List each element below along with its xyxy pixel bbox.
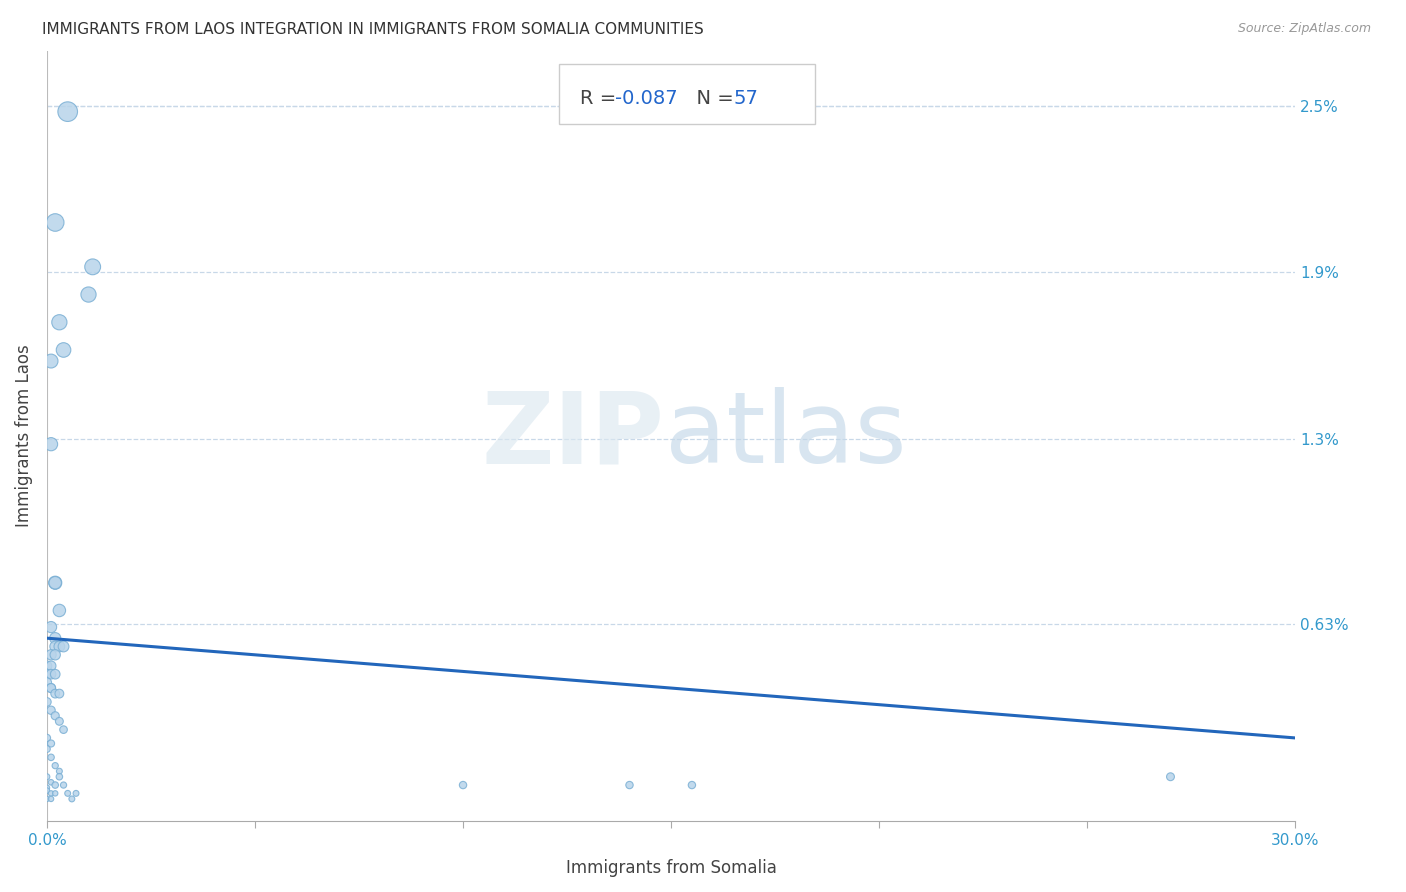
X-axis label: Immigrants from Somalia: Immigrants from Somalia — [565, 859, 776, 877]
Point — [35, 780, 58, 795]
Point — [39, 737, 62, 751]
Point — [35, 770, 58, 784]
Point — [48, 770, 70, 784]
Point — [82, 260, 104, 274]
Point — [39, 648, 62, 662]
Point — [44, 575, 66, 590]
Point — [39, 703, 62, 717]
Point — [35, 731, 58, 745]
Point — [77, 287, 100, 301]
Point — [39, 681, 62, 695]
Point — [44, 758, 66, 772]
Point — [48, 687, 70, 701]
Point — [44, 778, 66, 792]
Point — [1159, 770, 1181, 784]
Point — [52, 343, 75, 357]
Point — [44, 640, 66, 654]
Point — [52, 640, 75, 654]
Point — [48, 315, 70, 329]
Point — [44, 215, 66, 229]
Point — [44, 786, 66, 800]
Point — [39, 775, 62, 789]
Point — [35, 659, 58, 673]
FancyBboxPatch shape — [558, 63, 814, 124]
Point — [48, 764, 70, 779]
Text: R =: R = — [579, 89, 623, 108]
Point — [39, 620, 62, 634]
Y-axis label: Immigrants from Laos: Immigrants from Laos — [15, 344, 32, 527]
Point — [48, 640, 70, 654]
Point — [35, 675, 58, 690]
Point — [48, 603, 70, 617]
Point — [39, 681, 62, 695]
Point — [56, 786, 79, 800]
Point — [56, 104, 79, 119]
Point — [52, 723, 75, 737]
Point — [44, 708, 66, 723]
Text: N =: N = — [683, 89, 740, 108]
Point — [35, 742, 58, 756]
Text: ZIP: ZIP — [482, 387, 665, 484]
Point — [39, 792, 62, 806]
Text: -0.087: -0.087 — [614, 89, 678, 108]
Point — [39, 786, 62, 800]
Point — [48, 714, 70, 729]
Point — [451, 778, 474, 792]
Point — [681, 778, 703, 792]
Point — [35, 783, 58, 797]
Point — [65, 786, 87, 800]
Point — [39, 354, 62, 368]
Text: 57: 57 — [734, 89, 758, 108]
Point — [35, 695, 58, 709]
Point — [52, 778, 75, 792]
Point — [35, 667, 58, 681]
Point — [60, 792, 83, 806]
Point — [619, 778, 641, 792]
Point — [39, 437, 62, 451]
Point — [44, 575, 66, 590]
Text: IMMIGRANTS FROM LAOS INTEGRATION IN IMMIGRANTS FROM SOMALIA COMMUNITIES: IMMIGRANTS FROM LAOS INTEGRATION IN IMMI… — [42, 22, 704, 37]
Point — [39, 659, 62, 673]
Point — [35, 792, 58, 806]
Point — [44, 648, 66, 662]
Point — [44, 631, 66, 645]
Point — [44, 687, 66, 701]
Text: Source: ZipAtlas.com: Source: ZipAtlas.com — [1237, 22, 1371, 36]
Point — [39, 750, 62, 764]
Point — [44, 667, 66, 681]
Point — [39, 667, 62, 681]
Text: atlas: atlas — [665, 387, 907, 484]
